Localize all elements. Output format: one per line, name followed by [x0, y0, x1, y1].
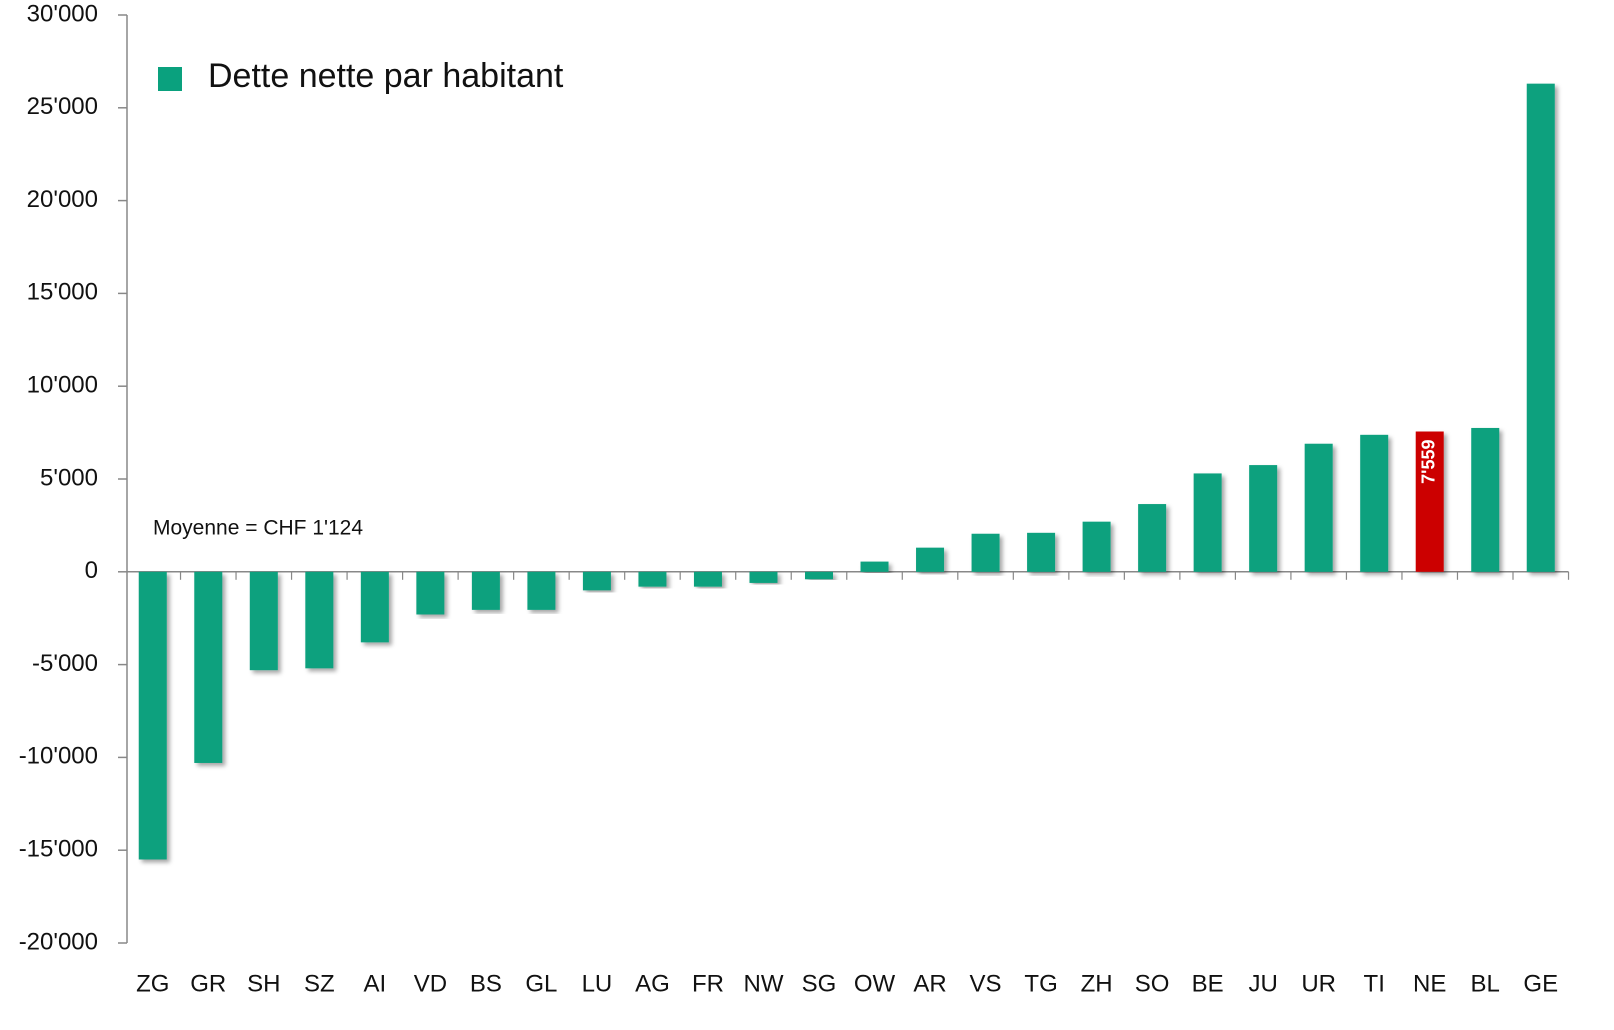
- y-tick-label: -20'000: [19, 928, 98, 955]
- x-tick-label: BS: [470, 970, 502, 997]
- bar: [582, 571, 611, 591]
- x-tick-label: VD: [414, 970, 447, 997]
- y-tick-label: -10'000: [19, 743, 98, 770]
- x-tick-label: GL: [525, 970, 557, 997]
- x-tick-label: LU: [582, 970, 613, 997]
- bar: [1138, 504, 1167, 572]
- bar: [805, 571, 833, 580]
- bar: [138, 571, 167, 860]
- x-tick-label: FR: [692, 970, 724, 997]
- x-tick-label: GE: [1523, 970, 1558, 997]
- bar: [305, 571, 334, 669]
- bar: [860, 561, 889, 572]
- bar: [249, 571, 278, 671]
- legend-swatch: [158, 67, 182, 91]
- x-tick-label: NE: [1413, 970, 1446, 997]
- bar: [1526, 83, 1555, 572]
- x-tick-label: AR: [913, 970, 946, 997]
- x-tick-label: AI: [363, 970, 386, 997]
- bar: [194, 571, 223, 763]
- x-tick-label: ZG: [136, 970, 169, 997]
- x-tick-label: OW: [854, 970, 896, 997]
- bar: [527, 571, 556, 610]
- x-tick-label: VS: [970, 970, 1002, 997]
- bar: [693, 571, 722, 587]
- y-tick-label: 15'000: [27, 279, 98, 306]
- y-tick-label: 20'000: [27, 186, 98, 213]
- bar: [749, 571, 778, 583]
- bar: [360, 571, 389, 643]
- x-tick-label: ZH: [1081, 970, 1113, 997]
- y-tick-label: -5'000: [32, 650, 98, 677]
- x-tick-label: SG: [802, 970, 837, 997]
- x-tick-label: TI: [1364, 970, 1385, 997]
- x-tick-label: BL: [1471, 970, 1500, 997]
- mean-label: Moyenne = CHF 1'124: [153, 517, 363, 540]
- x-tick-label: SH: [247, 970, 280, 997]
- x-tick-label: GR: [190, 970, 226, 997]
- legend-label: Dette nette par habitant: [208, 57, 564, 95]
- y-tick-label: 10'000: [27, 372, 98, 399]
- y-tick-label: -15'000: [19, 836, 98, 863]
- bar: [1249, 465, 1278, 572]
- bar: [1193, 473, 1222, 572]
- x-tick-label: BE: [1192, 970, 1224, 997]
- y-tick-label: 0: [85, 557, 98, 584]
- y-tick-label: 25'000: [27, 93, 98, 120]
- x-tick-label: AG: [635, 970, 670, 997]
- x-tick-label: NW: [743, 970, 783, 997]
- y-tick-label: 5'000: [40, 464, 98, 491]
- bar: [416, 571, 445, 615]
- x-tick-label: TG: [1024, 970, 1057, 997]
- x-tick-label: SO: [1135, 970, 1170, 997]
- bar: [471, 571, 500, 610]
- x-tick-label: UR: [1301, 970, 1336, 997]
- bar: [638, 571, 667, 587]
- y-tick-label: 30'000: [27, 0, 98, 27]
- data-label: 7'559: [1418, 439, 1438, 483]
- x-tick-label: JU: [1248, 970, 1277, 997]
- x-tick-label: SZ: [304, 970, 335, 997]
